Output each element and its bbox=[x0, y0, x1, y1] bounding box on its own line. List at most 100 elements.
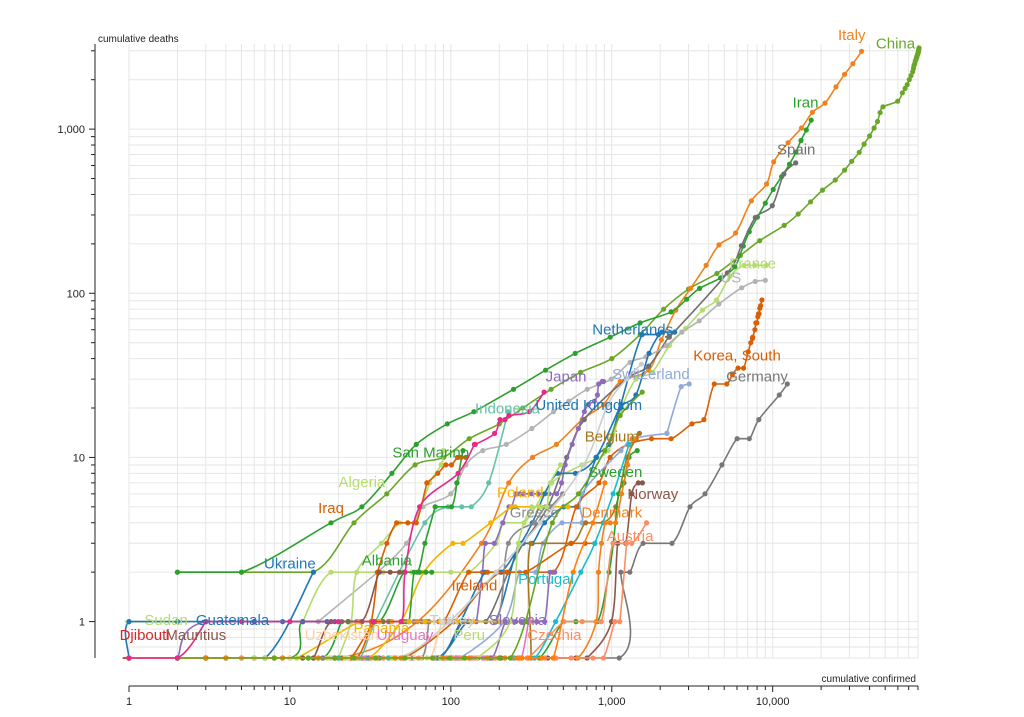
data-point bbox=[610, 540, 616, 546]
data-point bbox=[609, 356, 615, 362]
data-point bbox=[664, 430, 670, 436]
data-point bbox=[697, 285, 703, 291]
y-axis-title: cumulative deaths bbox=[98, 34, 179, 45]
data-point bbox=[619, 491, 625, 497]
data-point bbox=[351, 655, 357, 661]
data-point bbox=[572, 470, 579, 476]
data-point bbox=[238, 619, 245, 625]
label-korea-south: Korea, South bbox=[693, 347, 781, 364]
label-indonesia: Indonesia bbox=[475, 401, 541, 418]
data-point bbox=[895, 98, 901, 104]
data-point bbox=[438, 462, 444, 468]
data-point bbox=[636, 430, 643, 436]
data-point bbox=[672, 329, 678, 335]
data-point bbox=[756, 417, 762, 423]
data-point bbox=[613, 520, 619, 526]
data-point bbox=[687, 504, 693, 510]
data-point bbox=[757, 238, 763, 244]
label-norway: Norway bbox=[627, 486, 678, 503]
data-point bbox=[394, 520, 400, 526]
data-point bbox=[618, 401, 624, 408]
data-point bbox=[578, 569, 584, 575]
data-point bbox=[503, 441, 509, 447]
data-point bbox=[626, 441, 632, 447]
data-point bbox=[570, 569, 576, 575]
data-point bbox=[575, 425, 581, 432]
data-point bbox=[593, 454, 599, 460]
data-point bbox=[758, 303, 764, 309]
data-point bbox=[174, 655, 180, 661]
data-point bbox=[916, 45, 922, 51]
data-point bbox=[607, 334, 613, 340]
series-iran[interactable] bbox=[174, 117, 814, 575]
label-denmark: Denmark bbox=[581, 505, 642, 522]
data-point bbox=[519, 655, 525, 661]
data-point bbox=[679, 329, 685, 335]
data-point bbox=[752, 262, 758, 268]
data-point bbox=[803, 127, 809, 133]
data-point bbox=[598, 540, 605, 546]
data-point bbox=[762, 200, 768, 206]
data-point bbox=[472, 441, 478, 447]
data-point bbox=[412, 462, 418, 468]
data-point bbox=[454, 619, 460, 625]
data-point bbox=[547, 480, 554, 486]
data-point bbox=[637, 320, 643, 326]
label-portugal: Portugal bbox=[518, 571, 574, 588]
data-point bbox=[384, 540, 390, 546]
data-point bbox=[446, 619, 452, 625]
data-point bbox=[703, 262, 709, 268]
data-point bbox=[549, 520, 556, 526]
data-point bbox=[833, 84, 839, 90]
data-point bbox=[493, 569, 499, 575]
data-point bbox=[605, 401, 611, 408]
data-point bbox=[530, 454, 536, 460]
data-point bbox=[460, 540, 466, 546]
data-point bbox=[624, 376, 630, 382]
data-point bbox=[126, 619, 132, 625]
data-point bbox=[648, 436, 655, 442]
data-point bbox=[808, 117, 814, 123]
data-point bbox=[663, 343, 669, 349]
data-point bbox=[455, 470, 461, 476]
data-point bbox=[688, 285, 694, 291]
data-point bbox=[906, 77, 912, 83]
data-point bbox=[608, 376, 614, 382]
data-point bbox=[573, 504, 579, 510]
data-point bbox=[867, 133, 873, 139]
data-point bbox=[752, 215, 758, 221]
data-point bbox=[629, 436, 635, 442]
data-point bbox=[776, 392, 782, 398]
data-point bbox=[739, 285, 745, 291]
data-point bbox=[466, 569, 472, 575]
data-point bbox=[534, 619, 540, 625]
data-point bbox=[417, 569, 423, 575]
data-point bbox=[668, 436, 674, 442]
data-point bbox=[629, 491, 635, 497]
label-belgium: Belgium bbox=[585, 429, 639, 446]
label-china: China bbox=[876, 36, 916, 53]
data-point bbox=[600, 401, 607, 408]
data-point bbox=[668, 309, 674, 315]
series-philippines[interactable] bbox=[126, 389, 547, 661]
series-brazil[interactable] bbox=[174, 389, 645, 661]
data-point bbox=[617, 619, 623, 625]
data-point bbox=[466, 436, 472, 442]
data-point bbox=[557, 462, 564, 468]
data-point bbox=[454, 480, 460, 486]
data-point bbox=[748, 198, 755, 204]
data-point bbox=[842, 71, 848, 77]
label-san-marino: San Marino bbox=[392, 444, 469, 461]
label-france: France bbox=[729, 255, 776, 272]
data-point bbox=[877, 110, 883, 116]
data-point bbox=[762, 277, 768, 283]
label-spain: Spain bbox=[777, 142, 815, 159]
data-point bbox=[440, 448, 447, 454]
data-point bbox=[646, 350, 652, 356]
data-point bbox=[521, 491, 527, 497]
data-point bbox=[711, 381, 717, 387]
data-point bbox=[478, 540, 485, 546]
label-czechia: Czechia bbox=[527, 627, 582, 644]
data-point bbox=[569, 441, 575, 447]
data-point bbox=[507, 619, 513, 625]
